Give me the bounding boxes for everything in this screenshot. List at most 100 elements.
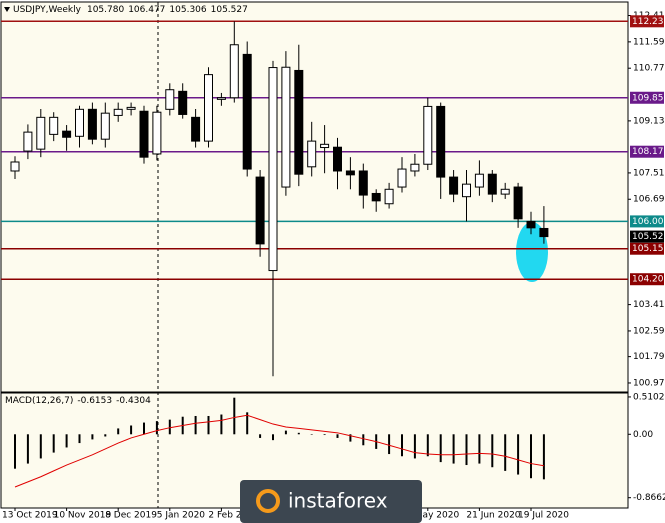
macd-bar — [65, 434, 68, 448]
candle-body — [62, 130, 72, 138]
macd-bar — [272, 434, 274, 441]
macd-bar — [504, 434, 507, 471]
macd-bar — [465, 434, 468, 466]
level-label-box — [630, 145, 664, 158]
macd-bar — [284, 430, 287, 435]
macd-bar — [542, 434, 545, 480]
macd-bar — [246, 412, 249, 435]
candle-body — [474, 173, 484, 188]
macd-bar — [233, 397, 236, 435]
x-tick-label: 19 Jul 2020 — [518, 511, 569, 521]
macd-bar — [26, 434, 29, 464]
watermark-text: instaforex — [288, 489, 388, 513]
macd-bar — [52, 434, 55, 453]
x-tick-label: May 2020 — [415, 511, 460, 521]
y-tick-label: 0.5102 — [633, 392, 665, 402]
y-tick-label: 106.690 — [633, 195, 665, 205]
candle-body — [307, 140, 317, 168]
candle-body — [165, 89, 175, 110]
y-tick-label: 111.590 — [633, 37, 665, 47]
candle-body — [178, 90, 188, 115]
candle-body — [345, 170, 355, 176]
candle-body — [75, 108, 84, 137]
level-label-box — [630, 15, 664, 28]
macd-bar — [426, 434, 429, 457]
level-label: 105.150 — [632, 244, 665, 254]
candle-body — [449, 176, 459, 195]
ohlc-label: 105.306 — [169, 5, 206, 15]
candle-body — [268, 67, 278, 272]
candle-body — [436, 105, 446, 178]
y-tick-label: 100.970 — [633, 378, 665, 388]
candle-body — [281, 66, 291, 188]
macd-bar — [168, 419, 171, 435]
candle-body — [384, 188, 394, 205]
y-tick-label: -0.8662 — [633, 493, 665, 503]
macd-name: MACD(12,26,7) — [5, 396, 73, 406]
macd-bar — [155, 421, 158, 435]
candle-body — [410, 163, 420, 172]
level-label-box — [630, 273, 664, 286]
ohlc-label: 105.527 — [211, 5, 248, 15]
x-tick-label: 2 Feb 2020 — [208, 511, 259, 521]
macd-bar — [401, 434, 403, 457]
candle-body — [216, 97, 226, 100]
macd-bar — [349, 434, 352, 442]
macd-bar — [336, 434, 339, 438]
price-label: 105.527 — [632, 232, 665, 242]
level-label: 112.230 — [632, 17, 665, 27]
candle-body — [320, 143, 330, 149]
macd-bar — [207, 415, 210, 435]
macd-bar — [388, 434, 391, 455]
y-tick-label: 107.510 — [633, 168, 665, 178]
macd-bar — [439, 434, 442, 463]
macd-bar — [491, 434, 494, 468]
macd-bar — [452, 434, 455, 464]
macd-bar — [362, 434, 365, 446]
axes: 112.410111.590110.770109.130107.510106.6… — [2, 11, 665, 520]
macd-bar — [517, 434, 520, 475]
y-tick-label: 101.790 — [633, 352, 665, 362]
candle-body — [204, 74, 213, 142]
level-label: 108.170 — [632, 147, 665, 157]
macd-bar — [14, 434, 16, 469]
candle-body — [255, 176, 265, 245]
x-tick-label: 10 Nov 2019 — [54, 511, 112, 521]
signal-value: -0.4304 — [116, 396, 151, 406]
x-tick-label: 8 Dec 2019 — [105, 511, 157, 521]
candle-body — [513, 186, 523, 220]
candle-body — [10, 161, 20, 172]
y-tick-label: 0.00 — [633, 430, 653, 440]
ohlc-label: 105.780 — [87, 5, 124, 15]
candle-body — [126, 106, 136, 110]
x-tick-label: 13 Oct 2019 — [2, 511, 58, 521]
signal-line — [14, 414, 544, 488]
x-tick-label: 21 Jun 2020 — [466, 511, 520, 521]
candle-body — [229, 44, 239, 99]
candle-body — [423, 105, 433, 165]
y-tick-label: 103.410 — [633, 300, 665, 310]
candle-body — [371, 192, 381, 202]
macd-bar — [78, 434, 81, 444]
macd-bar — [530, 434, 532, 479]
chart-title: USDJPY,Weekly 105.780 106.477 105.306 105.52… — [13, 5, 248, 15]
candle-body — [49, 116, 59, 135]
level-label: 106.000 — [632, 217, 665, 227]
candle-body — [539, 227, 549, 238]
x-tick-label: 5 Jan 2020 — [157, 511, 205, 521]
macd-bar — [39, 434, 42, 459]
macd-bar — [323, 434, 326, 436]
candle-body — [100, 112, 110, 140]
ohlc-label: 106.477 — [128, 5, 165, 15]
macd-bar — [194, 415, 197, 435]
y-tick-label: 110.770 — [633, 64, 665, 74]
level-label: 104.200 — [632, 275, 665, 285]
candle-body — [294, 69, 304, 175]
candle-body — [358, 170, 368, 196]
candle-body — [152, 111, 162, 155]
candle-body — [87, 108, 97, 140]
level-label: 109.850 — [632, 93, 665, 103]
candle-body — [487, 173, 497, 195]
